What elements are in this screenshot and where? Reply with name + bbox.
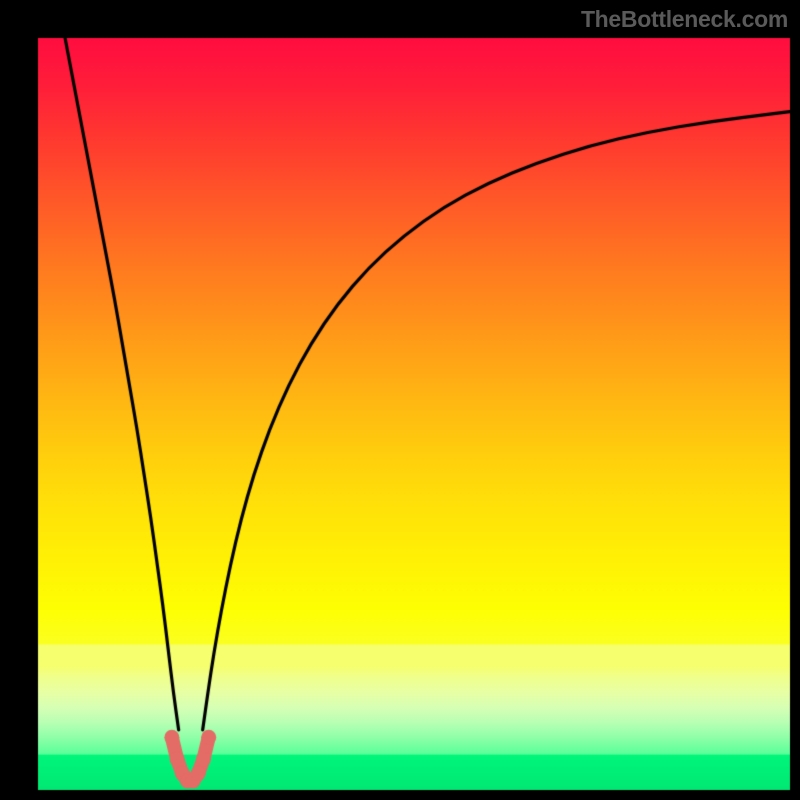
bottleneck-chart-canvas (0, 0, 800, 800)
chart-frame: { "canvas": { "width": 800, "height": 80… (0, 0, 800, 800)
watermark-text: TheBottleneck.com (581, 6, 788, 33)
